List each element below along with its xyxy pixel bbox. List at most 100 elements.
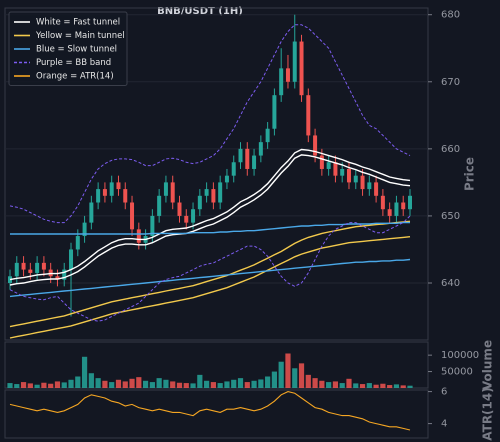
volume-bar bbox=[176, 382, 183, 388]
atr-line bbox=[9, 391, 411, 431]
volume-bar bbox=[285, 353, 291, 388]
volume-bar bbox=[393, 384, 400, 388]
candle-body bbox=[313, 135, 318, 156]
band-line bbox=[9, 236, 411, 339]
volume-bar bbox=[109, 382, 115, 388]
candle-body bbox=[21, 262, 26, 270]
volume-bar bbox=[271, 371, 278, 388]
candle-body bbox=[163, 182, 168, 196]
y-axis-label: ATR(14) bbox=[481, 387, 495, 440]
candle-body bbox=[333, 162, 338, 176]
volume-bar bbox=[136, 377, 142, 388]
volume-bar bbox=[407, 385, 413, 388]
volume-bar bbox=[298, 363, 305, 388]
band-line bbox=[9, 148, 411, 281]
volume-bar bbox=[163, 379, 169, 388]
candle-body bbox=[184, 215, 189, 223]
candle-body bbox=[387, 209, 392, 216]
volume-bar bbox=[183, 383, 189, 388]
candle-body bbox=[224, 175, 229, 183]
candle-body bbox=[319, 155, 324, 169]
volume-bar bbox=[54, 381, 61, 388]
volume-bar bbox=[75, 376, 81, 388]
volume-bar bbox=[326, 382, 332, 388]
volume-bar bbox=[339, 383, 345, 388]
y-tick-label: 660 bbox=[441, 144, 460, 155]
candle-body bbox=[170, 182, 175, 203]
legend-label: Yellow = Main tunnel bbox=[35, 31, 125, 41]
candle-body bbox=[62, 269, 67, 280]
y-tick-label: 650 bbox=[441, 211, 460, 222]
volume-bar bbox=[81, 356, 88, 388]
candle-body bbox=[102, 189, 107, 196]
volume-bar bbox=[14, 384, 20, 388]
volume-bar bbox=[68, 379, 74, 388]
candle-body bbox=[136, 229, 141, 243]
volume-bar bbox=[197, 374, 203, 388]
legend-label: Orange = ATR(14) bbox=[36, 72, 114, 82]
candle-body bbox=[14, 262, 19, 277]
volume-bar bbox=[353, 383, 359, 388]
volume-bar bbox=[244, 382, 250, 388]
volume-bar bbox=[129, 378, 135, 388]
y-tick-label: 4 bbox=[441, 419, 447, 430]
volume-bar bbox=[319, 380, 325, 388]
volume-bar bbox=[400, 385, 406, 388]
volume-bar bbox=[61, 382, 67, 388]
volume-bar bbox=[380, 383, 386, 388]
candle-body bbox=[340, 168, 345, 176]
volume-bar bbox=[305, 374, 311, 388]
volume-bar bbox=[41, 382, 47, 388]
volume-bar bbox=[115, 379, 122, 388]
candle-body bbox=[55, 276, 60, 280]
volume-bar bbox=[7, 383, 13, 388]
legend-label: White = Fast tunnel bbox=[36, 18, 120, 28]
chart-title: BNB/USDT (1H) bbox=[157, 6, 243, 17]
candle-body bbox=[109, 182, 114, 196]
volume-bar bbox=[251, 380, 257, 388]
volume-bar bbox=[217, 383, 223, 388]
panel-frame bbox=[4, 7, 429, 341]
volume-bar bbox=[366, 383, 372, 388]
volume-bar bbox=[373, 384, 379, 388]
volume-bar bbox=[170, 381, 176, 388]
candle-body bbox=[96, 189, 101, 203]
band-line bbox=[9, 258, 411, 298]
candle-body bbox=[35, 262, 40, 273]
candle-body bbox=[374, 182, 379, 196]
candle-body bbox=[177, 202, 182, 216]
candle-body bbox=[150, 215, 155, 237]
candle-body bbox=[279, 68, 284, 96]
band-line bbox=[9, 154, 411, 286]
volume-bar bbox=[48, 383, 54, 388]
volume-bar bbox=[204, 380, 210, 388]
volume-bar bbox=[149, 382, 155, 388]
candle-body bbox=[394, 202, 399, 216]
y-tick-label: 100000 bbox=[441, 350, 479, 361]
band-line bbox=[9, 220, 411, 328]
y-axis-label: Volume bbox=[481, 340, 495, 390]
volume-bar bbox=[346, 378, 352, 388]
candle-body bbox=[299, 41, 304, 96]
candle-body bbox=[238, 148, 243, 163]
legend-box bbox=[8, 11, 128, 86]
volume-bar bbox=[387, 385, 393, 388]
volume-bar bbox=[88, 373, 94, 388]
candle-body bbox=[380, 195, 385, 210]
volume-bar bbox=[332, 381, 339, 388]
y-tick-label: 6 bbox=[441, 387, 447, 398]
candle-body bbox=[285, 68, 290, 82]
volume-bar bbox=[231, 379, 237, 388]
candle-body bbox=[69, 249, 74, 270]
volume-bar bbox=[237, 378, 244, 388]
candle-body bbox=[130, 202, 135, 230]
volume-bar bbox=[258, 379, 264, 388]
volume-bar bbox=[312, 378, 318, 388]
volume-bar bbox=[292, 368, 298, 388]
candle-body bbox=[360, 175, 365, 190]
volume-bar bbox=[210, 382, 216, 388]
band-line bbox=[9, 215, 411, 322]
y-tick-label: 680 bbox=[441, 10, 460, 21]
candle-body bbox=[218, 182, 223, 203]
